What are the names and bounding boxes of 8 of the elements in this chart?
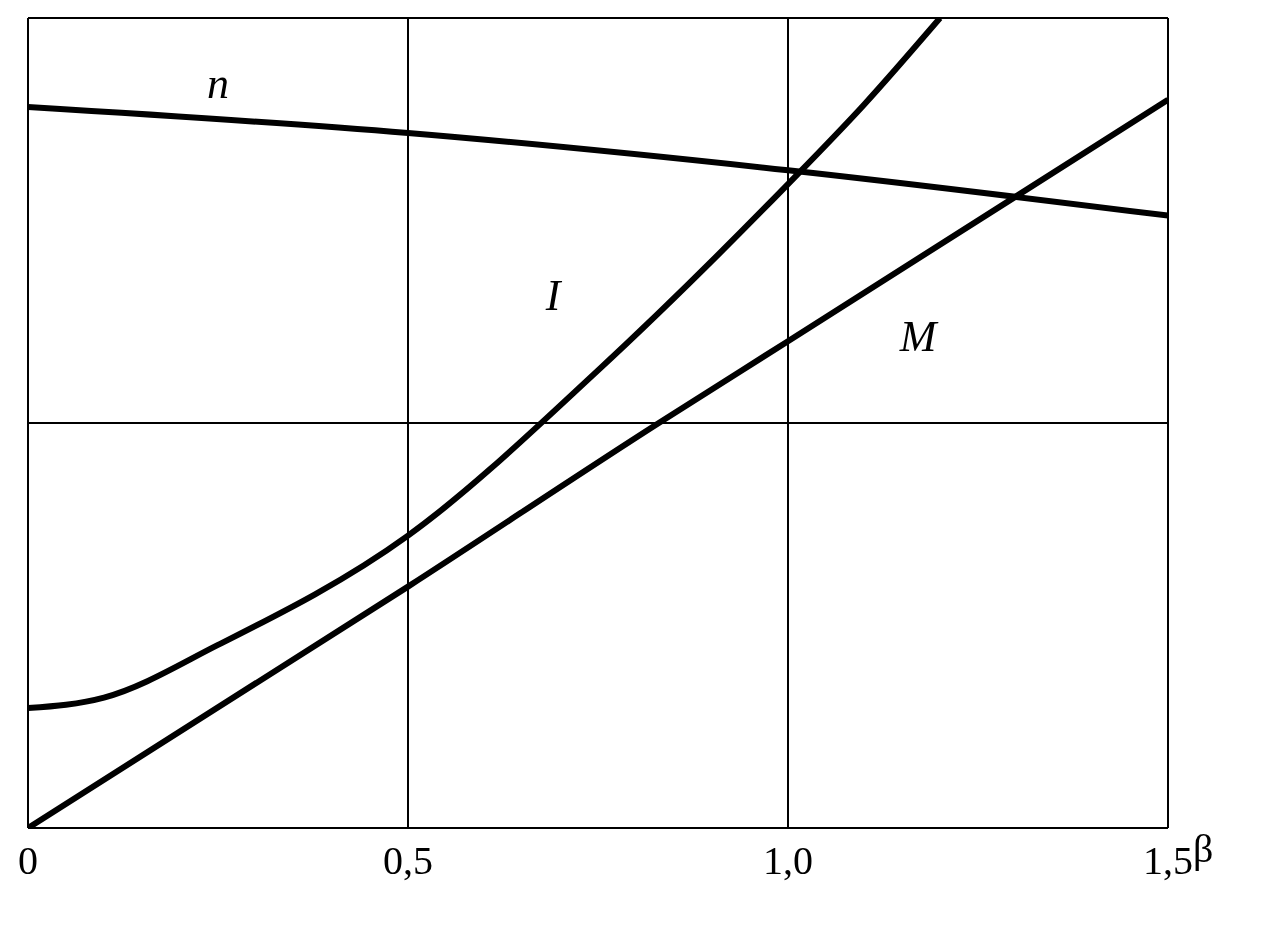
x-tick-label: 0 [18, 838, 38, 884]
x-tick-label: 1,0 [763, 838, 813, 884]
x-tick-label: 0,5 [383, 838, 433, 884]
series-label: I [544, 271, 563, 321]
x-axis-title: β [1193, 826, 1214, 872]
x-tick-label: 1,5 [1143, 838, 1193, 884]
series-label: n [207, 59, 229, 109]
series-label: M [898, 312, 939, 362]
